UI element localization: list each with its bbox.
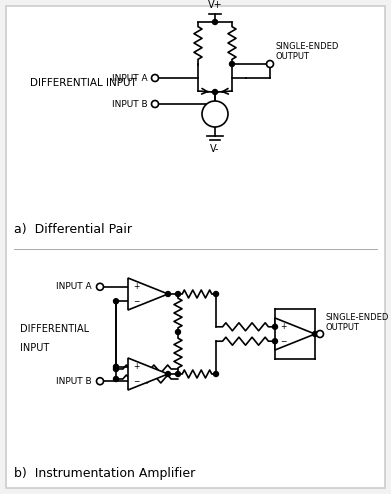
Text: V+: V+ [208,0,222,10]
Circle shape [202,101,228,127]
Text: SINGLE-ENDED
OUTPUT: SINGLE-ENDED OUTPUT [275,41,338,61]
Circle shape [97,378,104,385]
Circle shape [273,324,278,329]
Circle shape [176,371,181,376]
Circle shape [230,61,235,67]
Circle shape [213,371,219,376]
Text: +: + [280,322,286,331]
Circle shape [176,291,181,296]
Polygon shape [128,358,168,390]
FancyBboxPatch shape [6,6,385,488]
Circle shape [316,330,323,337]
Circle shape [113,367,118,371]
Circle shape [113,376,118,381]
Text: b)  Instrumentation Amplifier: b) Instrumentation Amplifier [14,467,195,480]
Circle shape [212,19,217,25]
Circle shape [97,283,104,290]
Text: +: + [133,282,139,291]
Circle shape [113,299,118,304]
Circle shape [176,329,181,334]
Circle shape [312,331,317,336]
Text: INPUT: INPUT [20,343,49,353]
Text: INPUT A: INPUT A [57,282,95,291]
Text: DIFFERENTIAL INPUT: DIFFERENTIAL INPUT [30,78,137,88]
Circle shape [165,371,170,376]
Circle shape [273,339,278,344]
Text: −: − [280,337,286,346]
Text: INPUT B: INPUT B [57,377,95,386]
Circle shape [165,291,170,296]
Text: −: − [133,297,139,306]
Text: SINGLE-ENDED
OUTPUT: SINGLE-ENDED OUTPUT [325,313,388,332]
Text: a)  Differential Pair: a) Differential Pair [14,223,132,236]
Text: +: + [133,362,139,371]
Polygon shape [275,318,315,350]
Circle shape [113,364,118,370]
Circle shape [151,100,158,108]
Circle shape [151,75,158,82]
Text: V-: V- [210,144,220,154]
Text: −: − [133,377,139,386]
Text: DIFFERENTIAL: DIFFERENTIAL [20,324,89,334]
Text: INPUT B: INPUT B [111,99,150,109]
Circle shape [213,291,219,296]
Polygon shape [128,278,168,310]
Circle shape [212,89,217,94]
Circle shape [267,60,273,68]
Text: INPUT A: INPUT A [111,74,150,82]
